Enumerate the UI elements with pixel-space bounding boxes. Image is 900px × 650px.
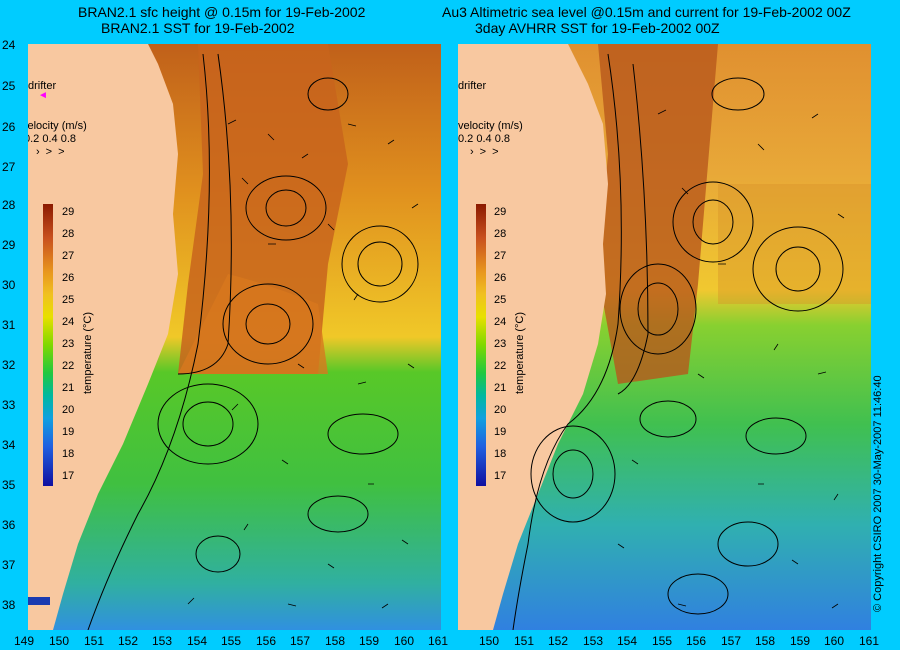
lat-label: 37	[2, 558, 16, 572]
lat-label: 26	[2, 120, 16, 134]
lat-label: 28	[2, 198, 16, 212]
lat-label: 32	[2, 358, 16, 372]
right-title-line1: Au3 Altimetric sea level @0.15m and curr…	[442, 4, 851, 20]
velocity-legend-scale: 0.2 0.4 0.8	[28, 133, 76, 145]
temperature-tick: 24	[494, 316, 507, 328]
land-mask	[28, 44, 178, 630]
lon-label: 150	[479, 634, 500, 648]
avhrr-sst-field	[458, 44, 871, 630]
lon-label: 150	[49, 634, 70, 648]
temperature-tick: 25	[494, 294, 507, 306]
lon-label: 158	[325, 634, 346, 648]
temperature-tick: 29	[62, 206, 75, 218]
drifter-icon: ◄	[38, 90, 48, 101]
temperature-legend-title: temperature (°C)	[82, 311, 94, 394]
lon-label: 155	[221, 634, 242, 648]
temperature-tick: 26	[62, 272, 75, 284]
left-title-line2: BRAN2.1 SST for 19-Feb-2002	[101, 20, 295, 36]
temperature-tick: 27	[62, 250, 75, 262]
lat-label: 29	[2, 238, 16, 252]
velocity-arrows-icon: ›>>	[36, 146, 71, 158]
lon-label: 154	[187, 634, 208, 648]
temperature-tick: 19	[494, 426, 507, 438]
temperature-tick: 18	[62, 448, 75, 460]
lon-label: 157	[290, 634, 311, 648]
temperature-tick: 27	[494, 250, 507, 262]
copyright-notice: © Copyright CSIRO 2007 30-May-2007 11:46…	[872, 375, 884, 612]
lon-label: 160	[824, 634, 845, 648]
bran-sst-field	[28, 44, 441, 630]
lon-label: 153	[152, 634, 173, 648]
temperature-tick: 25	[62, 294, 75, 306]
velocity-legend-scale: 0.2 0.4 0.8	[458, 133, 510, 145]
lat-label: 35	[2, 478, 16, 492]
lat-label: 30	[2, 278, 16, 292]
altimetry-avhrr-map: drifter velocity (m/s) 0.2 0.4 0.8 ›>> 2…	[458, 44, 871, 630]
velocity-arrows-icon: ›>>	[470, 146, 505, 158]
temperature-tick: 22	[494, 360, 507, 372]
left-title-line1: BRAN2.1 sfc height @ 0.15m for 19-Feb-20…	[78, 4, 366, 20]
temperature-tick: 23	[494, 338, 507, 350]
lon-label: 159	[359, 634, 380, 648]
temperature-colorbar	[476, 204, 486, 486]
lon-label: 156	[686, 634, 707, 648]
lat-label: 36	[2, 518, 16, 532]
temperature-tick: 18	[494, 448, 507, 460]
lon-label: 161	[428, 634, 449, 648]
drifter-label: drifter	[28, 80, 57, 92]
temperature-tick: 19	[62, 426, 75, 438]
lon-label: 156	[256, 634, 277, 648]
temperature-tick: 26	[494, 272, 507, 284]
lon-label: 151	[84, 634, 105, 648]
temperature-tick: 28	[494, 228, 507, 240]
bran-model-map: drifter ◄ velocity (m/s) 0.2 0.4 0.8 ›>>…	[28, 44, 441, 630]
lat-label: 24	[2, 38, 16, 52]
lat-label: 31	[2, 318, 16, 332]
lon-label: 153	[583, 634, 604, 648]
lat-label: 34	[2, 438, 16, 452]
lat-label: 27	[2, 160, 16, 174]
temperature-tick: 21	[494, 382, 507, 394]
lon-label: 152	[548, 634, 569, 648]
lat-label: 33	[2, 398, 16, 412]
velocity-legend-title: velocity (m/s)	[28, 120, 87, 132]
velocity-legend-title: velocity (m/s)	[458, 120, 523, 132]
lon-label: 159	[790, 634, 811, 648]
lat-label: 38	[2, 598, 16, 612]
lat-label: 25	[2, 79, 16, 93]
temperature-colorbar	[43, 204, 53, 486]
temperature-tick: 20	[494, 404, 507, 416]
temperature-tick: 20	[62, 404, 75, 416]
temperature-tick: 23	[62, 338, 75, 350]
temperature-tick: 17	[62, 470, 75, 482]
temperature-tick: 17	[494, 470, 507, 482]
temperature-tick: 22	[62, 360, 75, 372]
lon-label: 155	[652, 634, 673, 648]
lon-label: 157	[721, 634, 742, 648]
lon-label: 161	[859, 634, 880, 648]
drifter-label: drifter	[458, 80, 487, 92]
temperature-tick: 29	[494, 206, 507, 218]
lon-label: 152	[118, 634, 139, 648]
lon-label: 149	[14, 634, 35, 648]
temperature-tick: 21	[62, 382, 75, 394]
lon-label: 160	[394, 634, 415, 648]
lon-label: 158	[755, 634, 776, 648]
lon-label: 151	[514, 634, 535, 648]
temperature-tick: 24	[62, 316, 75, 328]
temperature-legend-title: temperature (°C)	[514, 311, 526, 394]
temperature-tick: 28	[62, 228, 75, 240]
right-title-line2: 3day AVHRR SST for 19-Feb-2002 00Z	[475, 20, 720, 36]
land-mask	[458, 44, 608, 630]
lon-label: 154	[617, 634, 638, 648]
